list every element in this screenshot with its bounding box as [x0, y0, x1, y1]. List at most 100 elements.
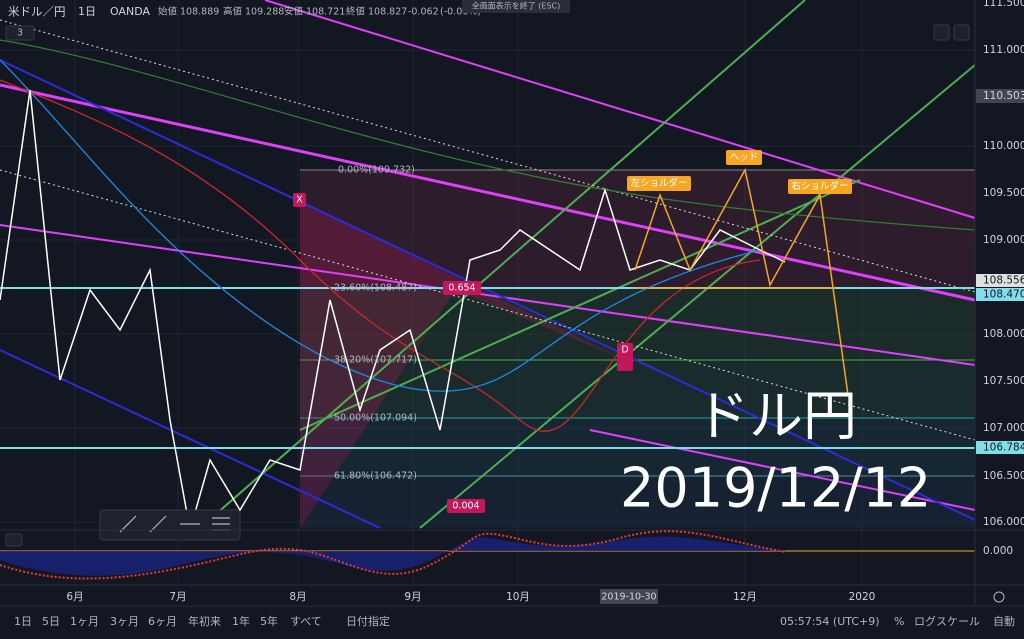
percent-toggle[interactable]: %	[894, 615, 904, 628]
decoration	[5, 25, 35, 41]
log-scale-toggle[interactable]: ログスケール	[914, 614, 980, 628]
decoration	[0, 19, 976, 293]
change-pct: (-0.06%)	[440, 7, 481, 18]
price-axis: 111.500 111.000 110.503 110.000 109.500 …	[974, 0, 1024, 605]
decoration	[0, 59, 976, 521]
decoration	[617, 343, 633, 371]
ohlc-label: 安値	[284, 6, 304, 18]
price-tick: 108.556	[983, 275, 1024, 287]
decoration	[299, 179, 861, 431]
range-button[interactable]: すべて	[290, 615, 322, 628]
decoration	[0, 59, 761, 392]
price-tick: 111.500	[983, 0, 1024, 9]
point-label: D	[621, 345, 628, 356]
decoration	[0, 169, 976, 441]
decoration	[976, 89, 1024, 103]
auto-toggle[interactable]: 自動	[993, 614, 1015, 628]
price-tick: 110.503	[983, 90, 1024, 102]
decoration	[0, 89, 786, 531]
ohlc-label: 終値	[346, 6, 366, 18]
oscillator-tick: 0.000	[983, 545, 1013, 557]
interval[interactable]: 1日	[78, 5, 96, 18]
ohlc-value: 108.827	[368, 7, 407, 18]
ohlc-label: 高値	[223, 6, 243, 18]
ratio-label: 0.654	[448, 283, 475, 294]
point-label: X	[296, 195, 303, 206]
pattern-label: 左ショルダー	[630, 177, 687, 189]
range-button[interactable]: 5日	[42, 615, 60, 628]
decoration	[0, 39, 976, 231]
decoration	[627, 176, 691, 191]
price-tick: 106.500	[983, 470, 1024, 482]
price-tick: 110.000	[983, 140, 1024, 152]
fib-label: 38.20%(107.717)	[334, 355, 417, 366]
decoration	[462, 0, 570, 13]
date-range-button[interactable]: 日付指定	[346, 614, 390, 628]
ohlc-value: 109.288	[245, 7, 284, 18]
decoration	[0, 530, 786, 580]
ratio-label: 0.004	[452, 501, 479, 512]
chart-pane: X D 0.654 0.004 左ショルダー ヘッド 右ショルダー 0.00%(…	[0, 0, 976, 585]
indicator-toggle[interactable]: 3	[17, 28, 23, 39]
range-button[interactable]: 5年	[260, 614, 278, 628]
time-axis: 6月 7月 8月 9月 10月 2019-10-30 12月 2020	[0, 584, 1024, 604]
ohlc-value: 108.889	[180, 7, 219, 18]
decoration	[976, 288, 1024, 301]
time-tick: 6月	[66, 591, 83, 603]
source: OANDA	[110, 5, 150, 18]
fib-label: 50.00%(107.094)	[334, 413, 417, 424]
price-tick: 108.000	[983, 328, 1024, 340]
range-button[interactable]: 1日	[14, 615, 32, 628]
group	[0, 0, 976, 531]
decoration	[788, 179, 852, 194]
price-tick: 107.000	[983, 422, 1024, 434]
decoration	[0, 224, 976, 366]
decoration	[199, 0, 806, 529]
decoration	[149, 515, 167, 533]
decoration	[0, 83, 976, 302]
range-button[interactable]: 年初来	[188, 614, 221, 628]
decoration	[0, 349, 381, 529]
tooltip: 全画面表示を終了 (ESC)	[472, 1, 561, 11]
caption-date: 2019/12/12	[620, 457, 931, 520]
time-cursor: 2019-10-30	[601, 592, 656, 603]
range-button[interactable]: 6ヶ月	[148, 615, 177, 628]
clock: 05:57:54 (UTC+9)	[780, 615, 880, 628]
price-tick: 107.500	[983, 375, 1024, 387]
drawing-toolbar	[99, 509, 241, 541]
group	[0, 0, 975, 585]
time-tick: 10月	[506, 591, 530, 603]
price-tick: 109.000	[983, 234, 1024, 246]
range-button[interactable]: 1ヶ月	[70, 615, 99, 628]
range-button[interactable]: 1年	[232, 614, 250, 628]
decoration	[419, 64, 976, 529]
time-tick: 7月	[169, 591, 186, 603]
caption-title: ドル円	[695, 385, 857, 448]
decoration	[447, 499, 485, 513]
decoration	[0, 536, 785, 576]
time-tick: 2020	[849, 591, 876, 603]
price-tick: 111.000	[983, 44, 1024, 56]
decoration	[600, 589, 658, 604]
change: -0.062	[408, 7, 439, 18]
price-tick: 109.500	[983, 187, 1024, 199]
settings-icon[interactable]	[993, 591, 1005, 603]
reset-button[interactable]	[953, 24, 970, 41]
fib-label: 0.00%(109.732)	[338, 165, 415, 176]
decoration	[726, 150, 762, 165]
pattern-label: ヘッド	[730, 152, 759, 163]
scroll-button[interactable]	[933, 24, 950, 41]
decoration	[589, 429, 976, 511]
decoration	[5, 533, 23, 547]
time-tick: 12月	[733, 591, 757, 603]
decoration	[119, 515, 137, 533]
ohlc-value: 108.721	[306, 7, 345, 18]
price-tick: 108.470	[983, 289, 1024, 301]
range-button[interactable]: 3ヶ月	[110, 615, 139, 628]
pattern-label: 右ショルダー	[791, 180, 848, 192]
ohlc-label: 始値	[158, 6, 178, 18]
fib-label: 23.60%(108.487)	[334, 283, 417, 294]
decoration	[300, 476, 975, 528]
time-tick: 8月	[289, 591, 306, 603]
